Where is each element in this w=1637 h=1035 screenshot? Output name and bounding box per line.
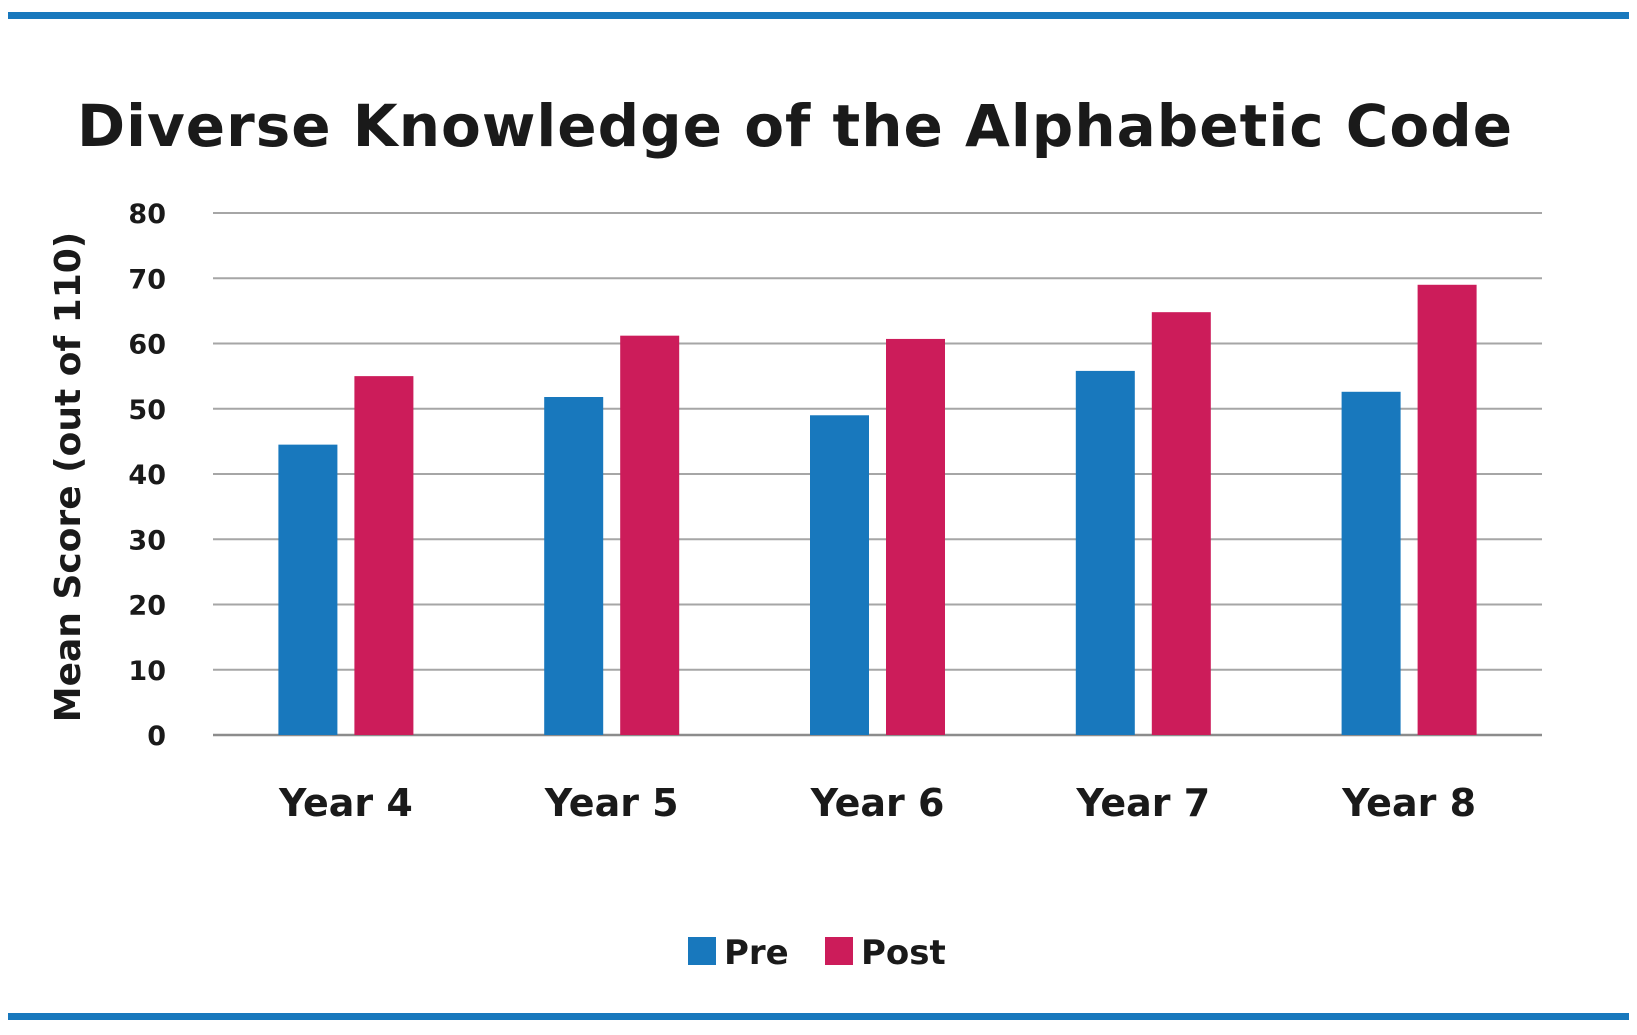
top-border <box>8 12 1629 19</box>
x-tick-label: Year 4 <box>278 781 413 825</box>
bar-post-year-8 <box>1417 284 1477 735</box>
legend-label-post: Post <box>861 933 946 973</box>
x-tick-label: Year 6 <box>810 781 945 825</box>
y-tick-label: 70 <box>128 264 166 295</box>
x-tick-label: Year 7 <box>1075 781 1210 825</box>
legend-label-pre: Pre <box>724 933 789 973</box>
bar-post-year-5 <box>620 335 680 735</box>
gridlines <box>213 212 1542 737</box>
y-tick-label: 40 <box>128 460 166 491</box>
y-tick-label: 0 <box>147 721 166 752</box>
bar-pre-year-5 <box>544 397 604 735</box>
x-ticks: Year 4 Year 5 Year 6 Year 7 Year 8 <box>278 781 1476 825</box>
bar-post-year-6 <box>886 338 945 735</box>
bar-pre-year-6 <box>810 415 869 735</box>
x-tick-label: Year 5 <box>544 781 679 825</box>
y-tick-label: 60 <box>128 330 166 361</box>
y-ticks: 0 10 20 30 40 50 60 70 80 <box>128 199 166 752</box>
legend-swatch-post <box>825 937 853 965</box>
bar-pre-year-8 <box>1341 391 1401 735</box>
bottom-border <box>8 1013 1629 1020</box>
x-tick-label: Year 8 <box>1341 781 1476 825</box>
legend: Pre Post <box>688 933 946 973</box>
bar-pre-year-7 <box>1075 370 1135 735</box>
bars <box>278 284 1477 735</box>
y-tick-label: 50 <box>128 395 166 426</box>
y-tick-label: 10 <box>128 656 166 687</box>
bar-post-year-4 <box>354 376 414 735</box>
y-tick-label: 30 <box>128 525 166 556</box>
chart-title: Diverse Knowledge of the Alphabetic Code <box>77 92 1513 160</box>
y-tick-label: 20 <box>128 591 166 622</box>
y-tick-label: 80 <box>128 199 166 230</box>
bar-pre-year-4 <box>278 444 338 735</box>
bar-post-year-7 <box>1151 312 1211 735</box>
legend-swatch-pre <box>688 937 716 965</box>
y-axis-label: Mean Score (out of 110) <box>48 232 89 722</box>
